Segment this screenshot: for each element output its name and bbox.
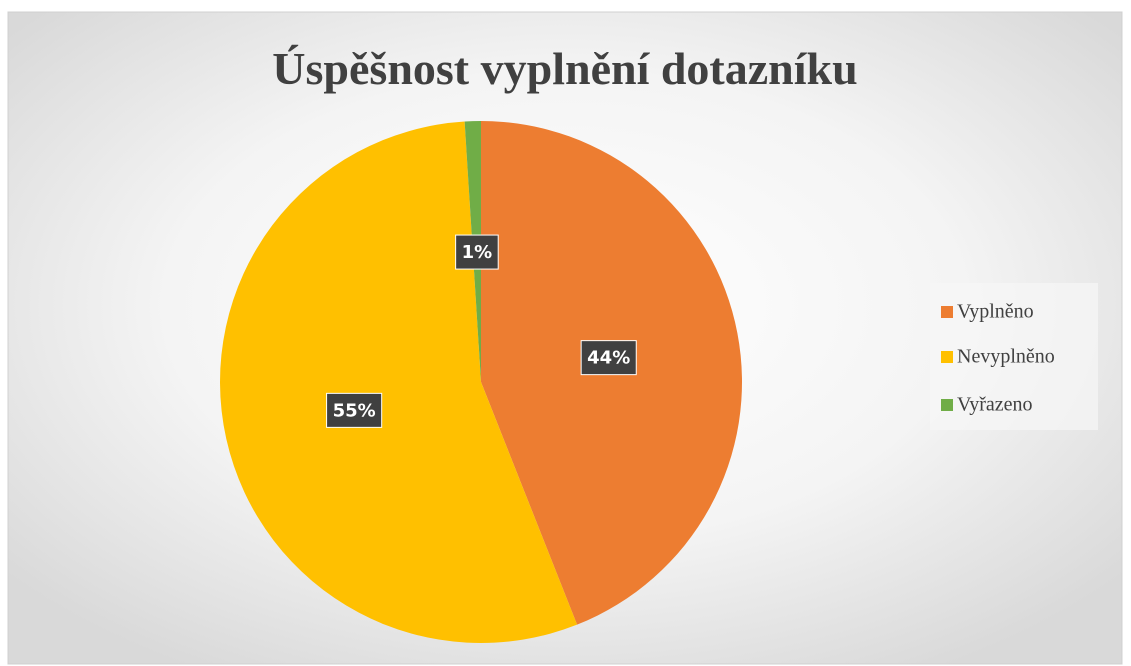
data-label-box: [326, 392, 383, 428]
data-label-text: 1%: [462, 242, 493, 263]
legend-label: Nevyplněno: [957, 346, 1055, 368]
pie-slice: [220, 121, 578, 644]
legend-swatch: [941, 306, 953, 318]
legend-swatch: [941, 351, 953, 363]
data-label-box: [455, 234, 499, 270]
data-label-text: 44%: [587, 348, 630, 369]
data-label: 44%: [580, 340, 637, 376]
legend-label: Vyplněno: [957, 301, 1034, 323]
chart-title: Úspěšnost vyplnění dotazníku: [272, 43, 857, 94]
legend-label: Vyřazeno: [957, 394, 1033, 416]
data-label: 1%: [455, 234, 499, 270]
legend-box: [930, 283, 1098, 430]
data-label-text: 55%: [333, 400, 376, 421]
data-label-box: [580, 340, 637, 376]
legend-swatch: [941, 399, 953, 411]
data-label: 55%: [326, 392, 383, 428]
